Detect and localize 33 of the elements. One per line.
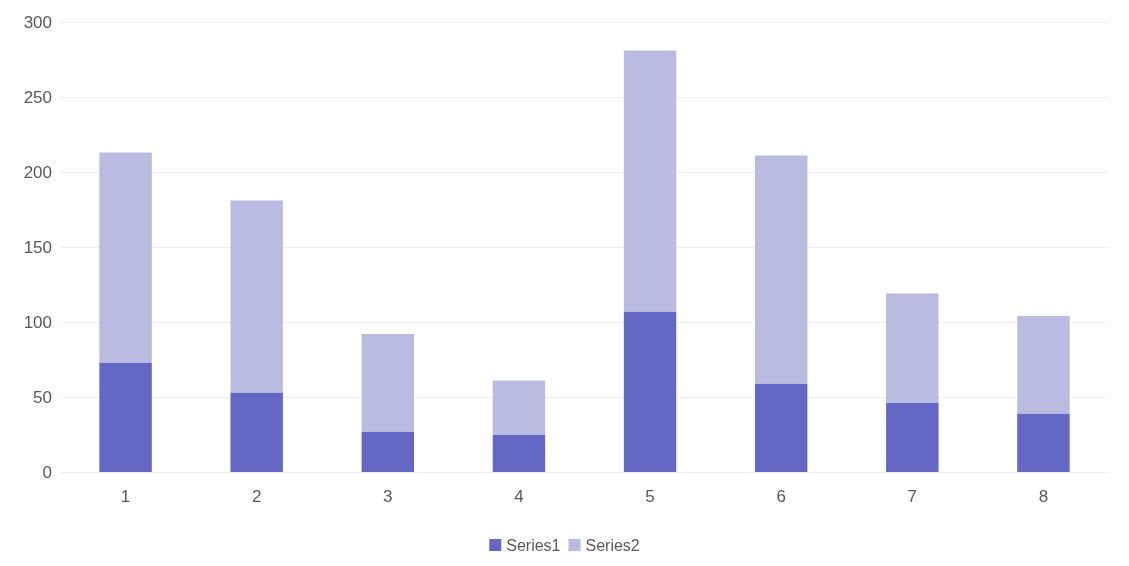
y-tick-label: 200 [23, 162, 52, 182]
bar [1017, 413, 1070, 472]
legend-label: Series1 [506, 536, 561, 554]
bar [886, 403, 939, 472]
x-tick-label: 7 [907, 487, 918, 506]
bar [623, 50, 677, 312]
y-tick-label: 0 [42, 462, 52, 482]
y-tick-label: 150 [23, 237, 52, 257]
x-tick-label: 2 [251, 487, 262, 506]
y-tick-label: 50 [33, 387, 52, 407]
y-tick-label: 300 [23, 12, 52, 32]
bar [623, 311, 677, 472]
x-tick-label: 1 [120, 487, 131, 506]
bar [1017, 316, 1070, 414]
x-tick-label: 4 [514, 487, 524, 506]
x-tick-label: 8 [1038, 487, 1049, 506]
bar [754, 383, 808, 472]
bar [99, 152, 152, 363]
x-tick-label: 6 [776, 487, 786, 506]
x-tick-label: 5 [645, 487, 655, 506]
x-tick-label: 3 [383, 487, 393, 506]
bar [230, 392, 283, 472]
bar [492, 380, 546, 435]
bar [754, 155, 808, 384]
legend-label: Series2 [585, 536, 640, 554]
bar [361, 431, 415, 472]
y-tick-label: 100 [23, 312, 52, 332]
bar [230, 200, 283, 393]
y-tick-label: 250 [23, 87, 52, 107]
bar [886, 293, 939, 403]
bar [361, 334, 415, 432]
bar [492, 434, 546, 472]
bar [99, 362, 152, 472]
